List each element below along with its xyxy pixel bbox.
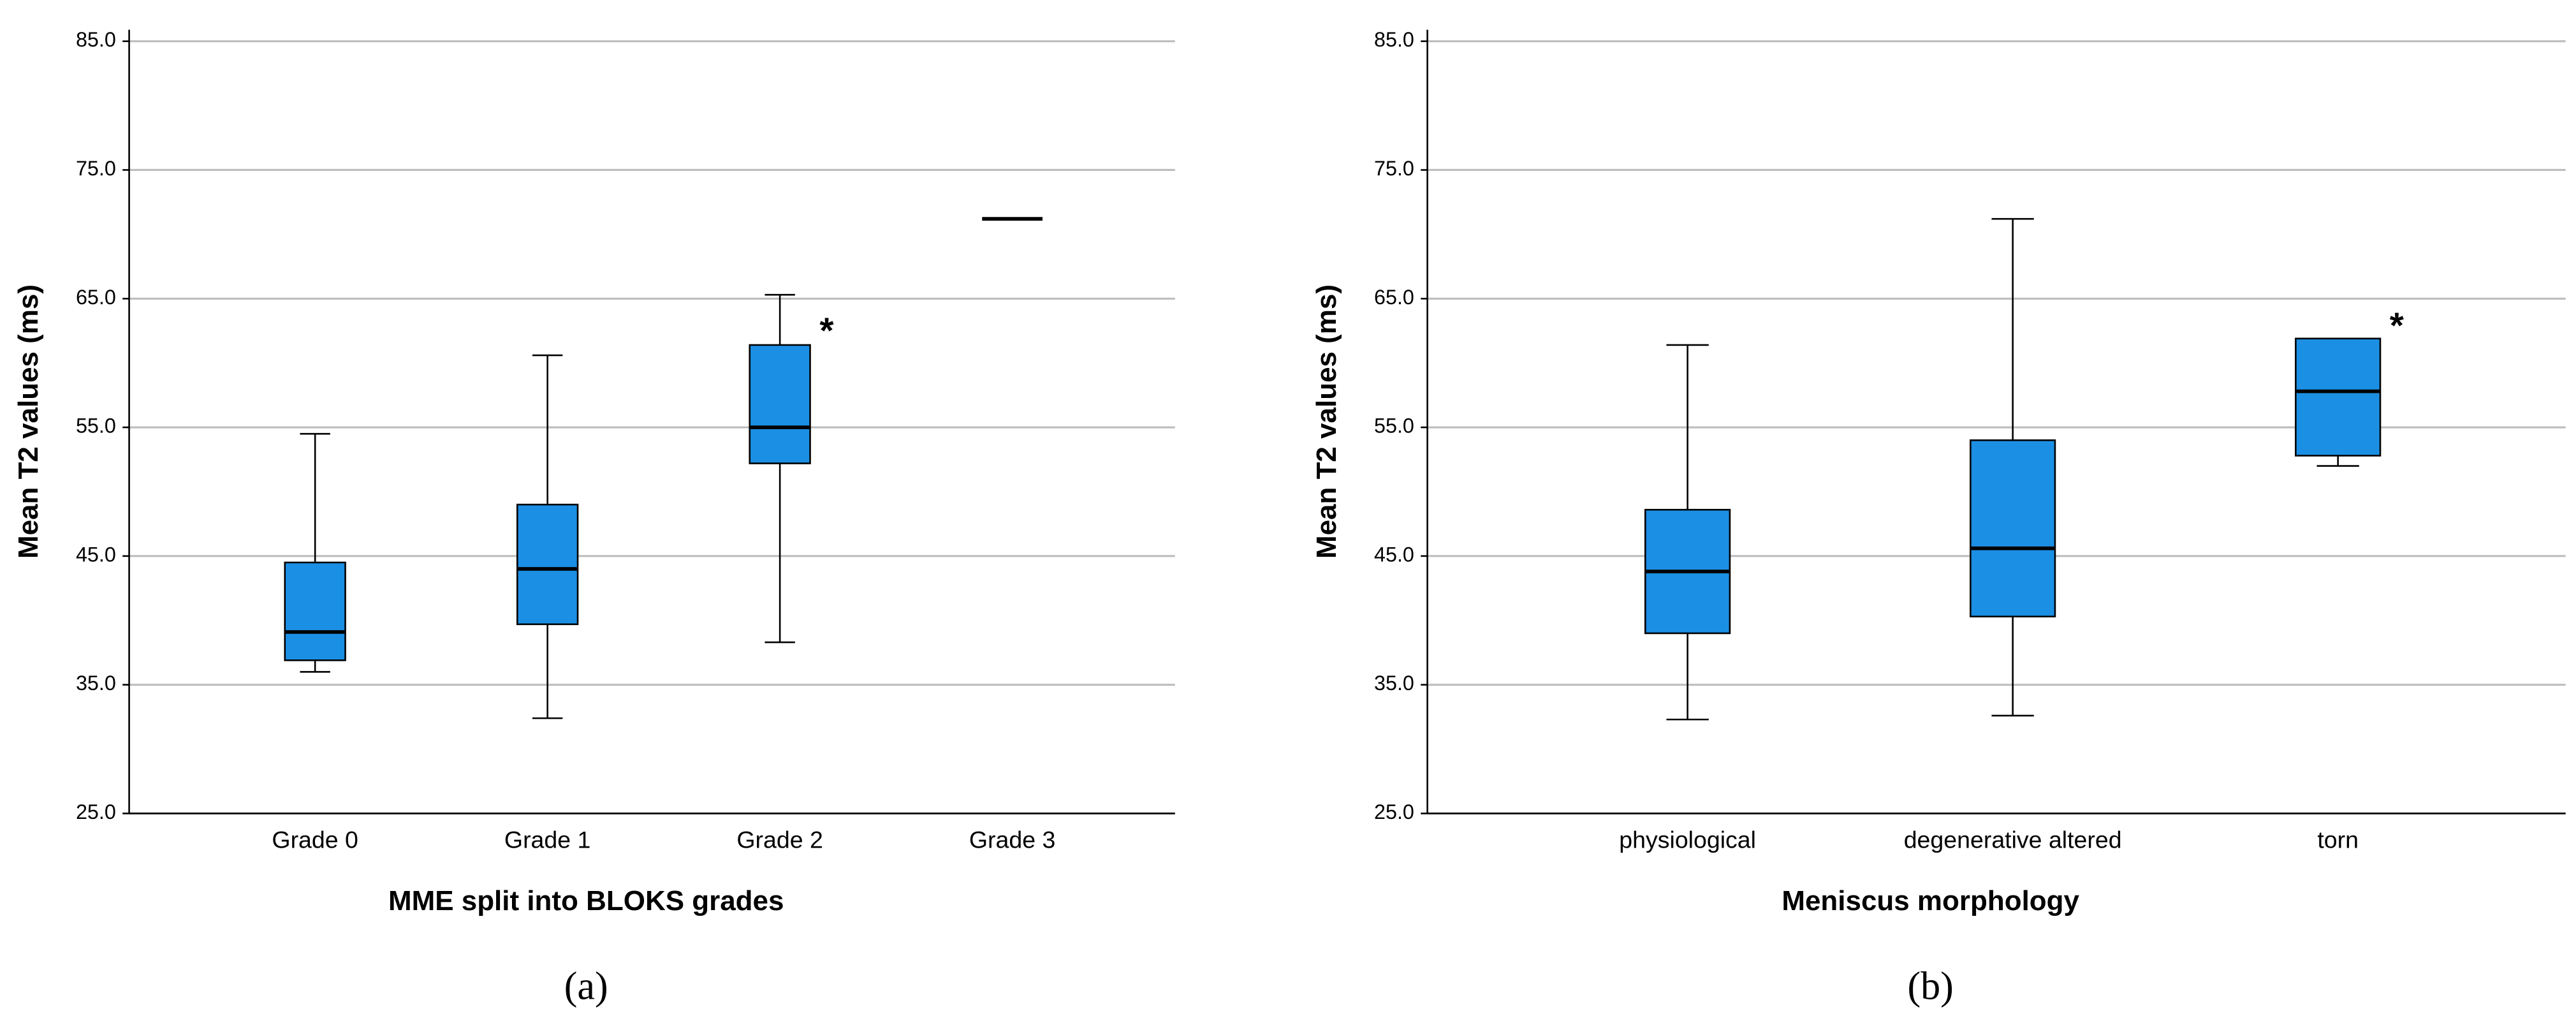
- x-tick-label: degenerative altered: [1904, 826, 2122, 853]
- x-tick-label: Grade 3: [969, 826, 1056, 853]
- y-tick-label: 65.0: [76, 286, 116, 309]
- y-tick-label: 45.0: [1374, 543, 1414, 566]
- x-tick-label: torn: [2317, 826, 2359, 853]
- box: [2295, 337, 2382, 457]
- x-tick-label: physiological: [1619, 826, 1756, 853]
- panel-label: (b): [1907, 965, 1953, 1008]
- y-tick-label: 35.0: [76, 672, 116, 695]
- y-tick-label: 25.0: [1374, 800, 1414, 823]
- y-tick-label: 55.0: [76, 415, 116, 438]
- y-tick-label: 25.0: [76, 800, 116, 823]
- y-axis-title: Mean T2 values (ms): [1311, 284, 1342, 559]
- y-tick-label: 45.0: [76, 543, 116, 566]
- panel-label: (a): [564, 965, 608, 1008]
- x-tick-label: Grade 2: [736, 826, 823, 853]
- y-axis-title: Mean T2 values (ms): [13, 284, 44, 559]
- y-tick-label: 75.0: [1374, 157, 1414, 180]
- outlier-marker: *: [819, 310, 834, 351]
- x-tick-label: Grade 1: [504, 826, 591, 853]
- x-axis-title: MME split into BLOKS grades: [388, 885, 784, 916]
- box: [284, 561, 346, 661]
- x-axis-title: Meniscus morphology: [1782, 885, 2079, 916]
- y-tick-label: 65.0: [1374, 286, 1414, 309]
- outlier-marker: *: [2390, 305, 2404, 346]
- x-tick-label: Grade 0: [272, 826, 358, 853]
- box: [749, 344, 811, 464]
- y-tick-label: 85.0: [1374, 28, 1414, 51]
- box: [1970, 439, 2056, 617]
- y-tick-label: 35.0: [1374, 672, 1414, 695]
- y-tick-label: 55.0: [1374, 415, 1414, 438]
- box: [516, 503, 579, 626]
- y-tick-label: 85.0: [76, 28, 116, 51]
- y-tick-label: 75.0: [76, 157, 116, 180]
